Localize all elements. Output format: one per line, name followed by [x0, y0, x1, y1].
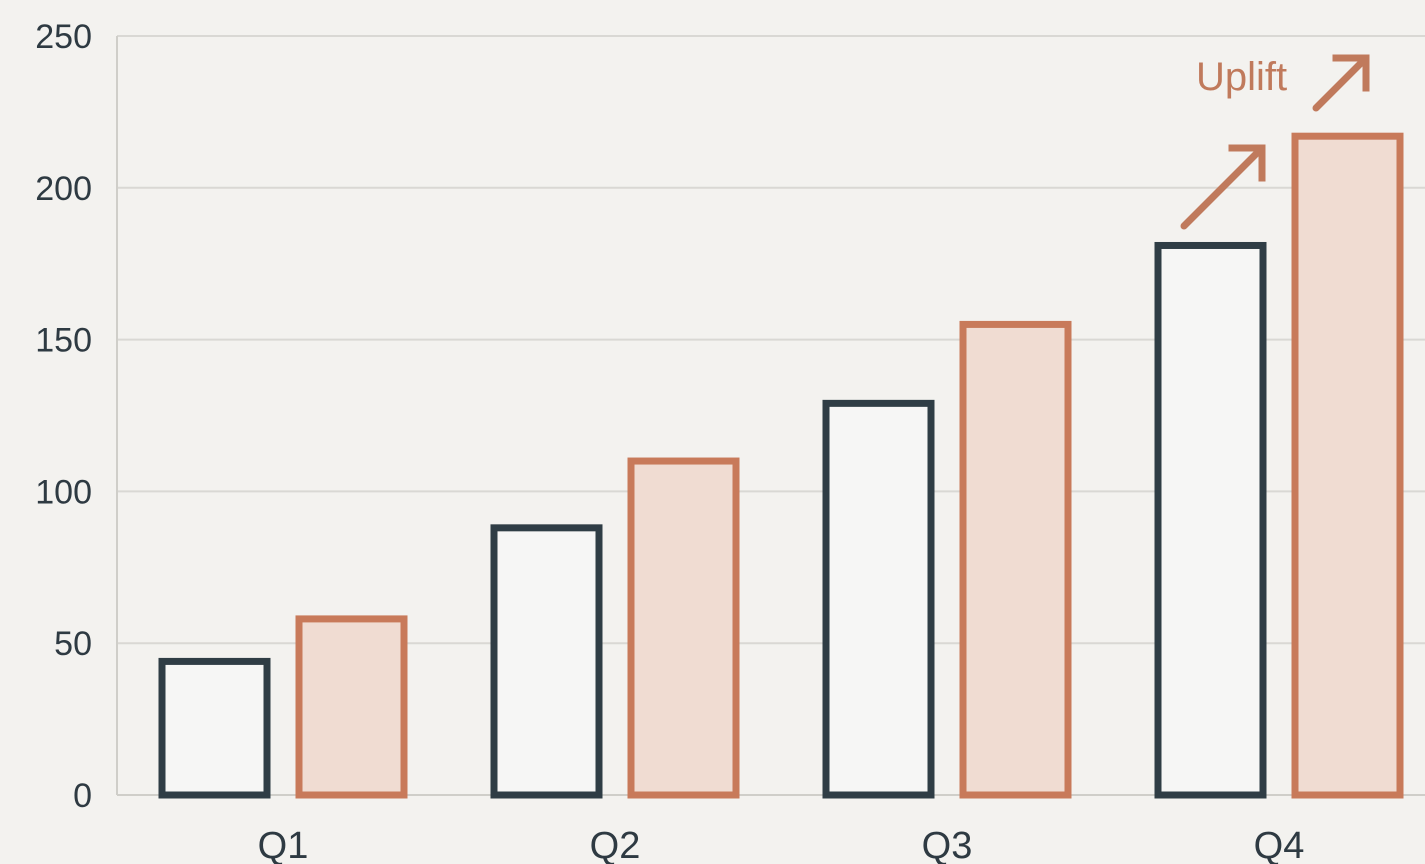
bar-q2-series-2	[627, 457, 740, 799]
bar-q4-series-2	[1291, 132, 1404, 799]
arrow-up-right-icon-shaft	[1180, 144, 1266, 230]
bar-q2-series-1	[490, 524, 603, 799]
bar-q3-series-2	[959, 320, 1072, 799]
arrow-up-right-icon-head	[1228, 144, 1266, 182]
y-tick-label: 200	[35, 170, 92, 208]
annotation-label: Uplift	[1196, 55, 1287, 99]
bar-q3-series-1	[822, 399, 935, 799]
arrow-up-right-icon-top-head	[1332, 54, 1370, 92]
y-tick-label: 0	[73, 777, 92, 815]
y-tick-label: 100	[35, 473, 92, 511]
x-tick-label: Q4	[1254, 825, 1305, 864]
bar-q4-series-1	[1154, 241, 1267, 799]
y-tick-label: 250	[35, 18, 92, 56]
x-tick-label: Q2	[590, 825, 641, 864]
x-tick-label: Q3	[922, 825, 973, 864]
bar-q1-series-2	[295, 615, 408, 799]
bar-q1-series-1	[158, 657, 271, 799]
x-tick-label: Q1	[258, 825, 309, 864]
y-tick-label: 150	[35, 322, 92, 360]
arrow-up-right-icon-top-shaft	[1312, 54, 1370, 112]
y-tick-label: 50	[54, 625, 92, 663]
